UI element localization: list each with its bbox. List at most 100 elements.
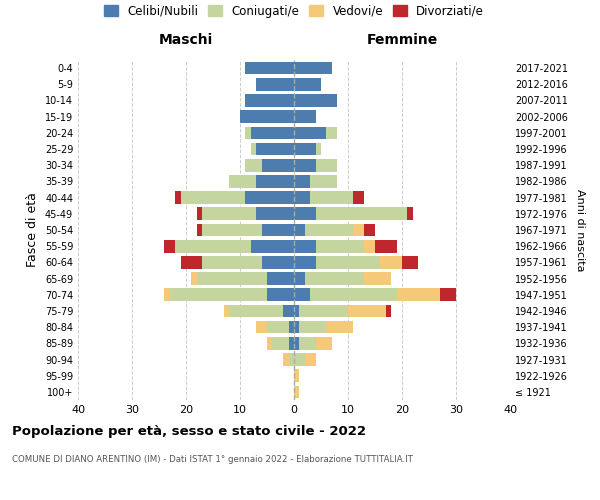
Bar (294, 272, 305, 285)
Bar (197, 272, 267, 285)
Bar (229, 175, 256, 188)
Bar (316, 142, 321, 156)
Bar (397, 288, 440, 301)
Bar (283, 353, 289, 366)
Bar (245, 62, 294, 74)
Bar (229, 304, 283, 318)
Bar (245, 159, 262, 172)
Bar (181, 192, 245, 204)
Bar (294, 304, 299, 318)
Bar (294, 78, 321, 90)
Bar (294, 192, 310, 204)
Legend: Celibi/Nubili, Coniugati/e, Vedovi/e, Divorziati/e: Celibi/Nubili, Coniugati/e, Vedovi/e, Di… (104, 4, 484, 18)
Bar (310, 175, 337, 188)
Bar (256, 142, 294, 156)
Bar (245, 126, 251, 139)
Bar (353, 224, 364, 236)
Bar (348, 304, 386, 318)
Bar (326, 126, 337, 139)
Bar (289, 321, 294, 334)
Bar (224, 304, 229, 318)
Text: Femmine: Femmine (367, 34, 437, 48)
Bar (375, 240, 397, 252)
Bar (402, 256, 418, 268)
Bar (316, 256, 380, 268)
Bar (256, 321, 267, 334)
Bar (326, 321, 353, 334)
Bar (316, 208, 407, 220)
Bar (164, 240, 175, 252)
Bar (267, 337, 272, 349)
Bar (289, 337, 294, 349)
Bar (256, 208, 294, 220)
Bar (353, 192, 364, 204)
Bar (294, 224, 305, 236)
Bar (251, 126, 294, 139)
Bar (289, 353, 294, 366)
Bar (240, 110, 294, 123)
Bar (256, 78, 294, 90)
Bar (364, 240, 375, 252)
Bar (305, 272, 364, 285)
Bar (380, 256, 402, 268)
Bar (202, 208, 256, 220)
Bar (272, 337, 289, 349)
Y-axis label: Anni di nascita: Anni di nascita (575, 188, 584, 271)
Bar (364, 224, 375, 236)
Bar (170, 288, 267, 301)
Bar (407, 208, 413, 220)
Bar (294, 142, 316, 156)
Bar (245, 192, 294, 204)
Bar (294, 208, 316, 220)
Text: Maschi: Maschi (159, 34, 213, 48)
Bar (299, 321, 326, 334)
Bar (294, 256, 316, 268)
Bar (164, 288, 170, 301)
Bar (316, 240, 364, 252)
Bar (197, 208, 202, 220)
Bar (202, 256, 262, 268)
Bar (251, 240, 294, 252)
Bar (251, 142, 256, 156)
Bar (267, 272, 294, 285)
Bar (262, 159, 294, 172)
Bar (299, 337, 316, 349)
Bar (386, 304, 391, 318)
Bar (294, 175, 310, 188)
Bar (294, 288, 310, 301)
Bar (310, 192, 353, 204)
Text: Popolazione per età, sesso e stato civile - 2022: Popolazione per età, sesso e stato civil… (12, 425, 366, 438)
Bar (364, 272, 391, 285)
Bar (294, 94, 337, 107)
Bar (294, 321, 299, 334)
Bar (294, 337, 299, 349)
Bar (294, 370, 299, 382)
Bar (262, 224, 294, 236)
Bar (294, 386, 299, 398)
Bar (310, 288, 397, 301)
Bar (191, 272, 197, 285)
Bar (202, 224, 262, 236)
Bar (256, 175, 294, 188)
Text: COMUNE DI DIANO ARENTINO (IM) - Dati ISTAT 1° gennaio 2022 - Elaborazione TUTTIT: COMUNE DI DIANO ARENTINO (IM) - Dati IST… (12, 455, 413, 464)
Bar (294, 353, 305, 366)
Bar (267, 288, 294, 301)
Bar (262, 256, 294, 268)
Bar (283, 304, 294, 318)
Bar (305, 353, 316, 366)
Y-axis label: Fasce di età: Fasce di età (26, 192, 39, 268)
Bar (299, 304, 348, 318)
Bar (245, 94, 294, 107)
Bar (305, 224, 353, 236)
Bar (294, 62, 332, 74)
Bar (294, 159, 316, 172)
Bar (316, 337, 332, 349)
Bar (175, 192, 181, 204)
Bar (294, 240, 316, 252)
Bar (175, 240, 251, 252)
Bar (267, 321, 289, 334)
Bar (197, 224, 202, 236)
Bar (181, 256, 202, 268)
Bar (294, 126, 326, 139)
Bar (440, 288, 456, 301)
